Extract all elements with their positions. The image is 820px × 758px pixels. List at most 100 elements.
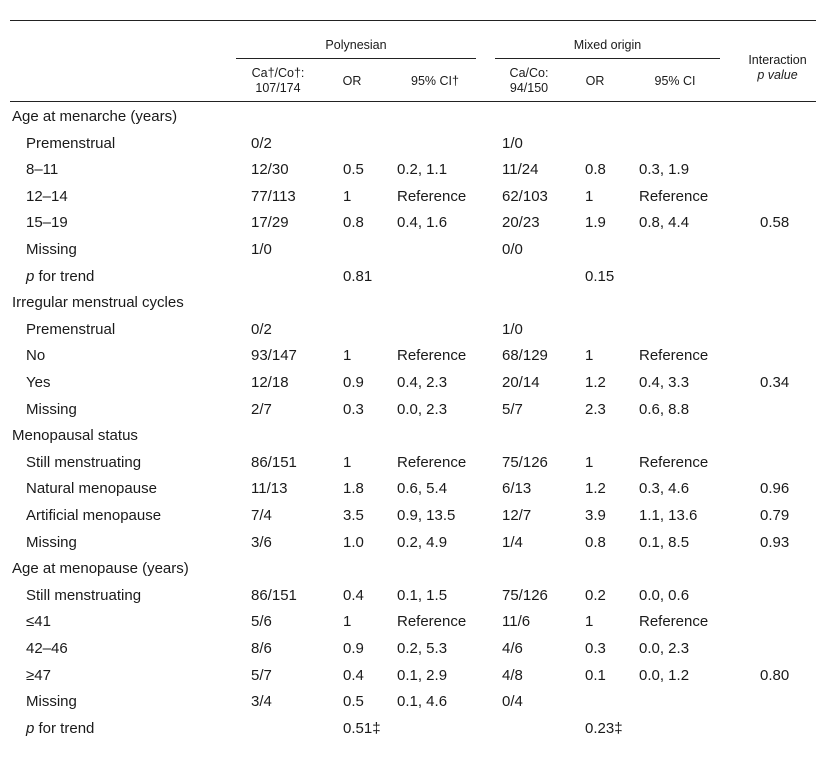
section-header-row: Irregular menstrual cycles bbox=[0, 290, 820, 316]
cell-ci-polynesian: 0.4, 1.6 bbox=[397, 214, 448, 232]
cell-or-mixed: 1.2 bbox=[585, 480, 606, 498]
cell-ci-mixed: Reference bbox=[639, 347, 709, 365]
table-row: Missing 3/6 1.0 0.2, 4.9 1/4 0.8 0.1, 8.5 0.93 bbox=[0, 530, 820, 556]
cell-ci-polynesian: 0.2, 1.1 bbox=[397, 161, 448, 179]
row-label: Menopausal status bbox=[12, 427, 138, 445]
cell-cases-controls-polynesian: 2/7 bbox=[251, 400, 272, 418]
row-label: ≥47 bbox=[26, 666, 51, 684]
table-row: 12–14 77/113 1 Reference 62/103 1 Reference bbox=[0, 184, 820, 210]
cell-ci-polynesian: 0.4, 2.3 bbox=[397, 374, 448, 391]
header-bottom-rule bbox=[10, 101, 816, 102]
table-row: Still menstruating 86/151 0.4 0.1, 1.5 75/12… bbox=[0, 583, 820, 609]
row-label: p for trend bbox=[26, 719, 95, 737]
cell-ci-mixed: 0.1, 8.5 bbox=[639, 533, 690, 551]
header-mixed-or: OR bbox=[585, 74, 605, 88]
cell-or-mixed: 1 bbox=[585, 453, 594, 471]
cell-interaction-p: 0.93 bbox=[760, 533, 790, 551]
header-mixed-ci: 95% CI bbox=[654, 74, 696, 88]
table-row: Missing 2/7 0.3 0.0, 2.3 5/7 2.3 0.6, 8.8 bbox=[0, 397, 820, 423]
table-row: 42–46 8/6 0.9 0.2, 5.3 4/6 0.3 0.0, 2.3 bbox=[0, 636, 820, 662]
cell-or-polynesian: 1 bbox=[343, 347, 352, 365]
cell-or-polynesian: 1 bbox=[343, 453, 352, 471]
cell-or-polynesian: 0.8 bbox=[343, 214, 364, 232]
cell-ci-mixed: 0.0, 1.2 bbox=[639, 666, 690, 684]
header-mixed-cases-line1: Ca/Co: bbox=[509, 66, 549, 80]
cell-ci-mixed: 1.1, 13.6 bbox=[639, 507, 698, 524]
header-mixed-cases-line2: 94/150 bbox=[509, 81, 549, 95]
table-row: Still menstruating 86/151 1 Reference 75/126… bbox=[0, 450, 820, 476]
cell-cases-controls-polynesian: 11/13 bbox=[251, 480, 288, 498]
row-label: ≤41 bbox=[26, 613, 51, 631]
header-mixed-cases: Ca/Co: 94/150 bbox=[494, 66, 564, 96]
cell-cases-controls-polynesian: 0/2 bbox=[251, 320, 272, 338]
cell-cases-controls-polynesian: 1/0 bbox=[251, 241, 272, 258]
cell-or-polynesian: 0.5 bbox=[343, 161, 364, 179]
cell-cases-controls-polynesian: 17/29 bbox=[251, 214, 289, 232]
cell-cases-controls-mixed: 4/6 bbox=[502, 640, 523, 657]
cell-cases-controls-mixed: 1/0 bbox=[502, 134, 523, 152]
cell-or-polynesian: 0.9 bbox=[343, 374, 364, 391]
cell-ci-polynesian: 0.6, 5.4 bbox=[397, 480, 448, 498]
cell-cases-controls-polynesian: 0/2 bbox=[251, 134, 272, 152]
cell-or-mixed: 0.8 bbox=[585, 161, 606, 179]
table-row: Artificial menopause 7/4 3.5 0.9, 13.5 12/7 3… bbox=[0, 503, 820, 529]
interaction-header-line2: p value bbox=[757, 68, 798, 82]
section-header-row: Menopausal status bbox=[0, 423, 820, 449]
cell-cases-controls-polynesian: 86/151 bbox=[251, 586, 297, 604]
cell-ci-polynesian: Reference bbox=[397, 613, 467, 631]
cell-ci-mixed: Reference bbox=[639, 453, 709, 471]
cell-ci-mixed: 0.0, 2.3 bbox=[639, 640, 690, 657]
cell-or-mixed: 0.15 bbox=[585, 267, 615, 285]
cell-ci-polynesian: 0.1, 4.6 bbox=[397, 693, 448, 711]
cell-or-mixed: 1 bbox=[585, 613, 594, 631]
cell-ci-mixed: 0.8, 4.4 bbox=[639, 214, 690, 232]
cell-cases-controls-mixed: 68/129 bbox=[502, 347, 548, 365]
row-label: Age at menarche (years) bbox=[12, 108, 178, 125]
cell-cases-controls-mixed: 0/4 bbox=[502, 693, 523, 711]
cell-cases-controls-mixed: 11/24 bbox=[502, 161, 539, 179]
cell-cases-controls-mixed: 1/4 bbox=[502, 533, 523, 551]
group-header-polynesian: Polynesian bbox=[325, 38, 387, 52]
table-row: p for trend 0.81 0.15 bbox=[0, 264, 820, 290]
cell-or-polynesian: 0.4 bbox=[343, 666, 364, 684]
table-row: 15–19 17/29 0.8 0.4, 1.6 20/23 1.9 0.8, 4.4 0.5… bbox=[0, 210, 820, 236]
cell-cases-controls-mixed: 0/0 bbox=[502, 241, 523, 258]
cell-or-mixed: 3.9 bbox=[585, 507, 606, 524]
table-row: Missing 1/0 0/0 bbox=[0, 237, 820, 263]
row-label: 12–14 bbox=[26, 187, 68, 205]
row-label: Missing bbox=[26, 693, 77, 711]
header-polynesian-cases: Ca†/Co†: 107/174 bbox=[238, 66, 318, 96]
cell-or-mixed: 1 bbox=[585, 187, 594, 205]
cell-cases-controls-polynesian: 93/147 bbox=[251, 347, 297, 365]
cell-or-polynesian: 1.8 bbox=[343, 480, 364, 498]
row-label: Still menstruating bbox=[26, 453, 142, 471]
cell-interaction-p: 0.80 bbox=[760, 666, 790, 684]
cell-ci-mixed: Reference bbox=[639, 187, 709, 205]
cell-or-polynesian: 0.5 bbox=[343, 693, 364, 711]
cell-cases-controls-mixed: 1/0 bbox=[502, 320, 523, 338]
row-label: Missing bbox=[26, 241, 77, 258]
cell-or-mixed: 0.1 bbox=[585, 666, 606, 684]
table-row: Natural menopause 11/13 1.8 0.6, 5.4 6/13 1.2… bbox=[0, 476, 820, 502]
table-row: ≤41 5/6 1 Reference 11/6 1 Reference bbox=[0, 609, 820, 635]
row-label: 8–11 bbox=[26, 161, 59, 179]
cell-ci-polynesian: Reference bbox=[397, 347, 467, 365]
row-label: Premenstrual bbox=[26, 320, 116, 338]
cell-cases-controls-mixed: 75/126 bbox=[502, 453, 548, 471]
cell-or-polynesian: 0.3 bbox=[343, 400, 364, 418]
cell-interaction-p: 0.58 bbox=[760, 214, 790, 232]
cell-ci-mixed: 0.3, 1.9 bbox=[639, 161, 690, 179]
cell-cases-controls-polynesian: 5/6 bbox=[251, 613, 272, 631]
cell-cases-controls-mixed: 5/7 bbox=[502, 400, 523, 418]
cell-or-mixed: 0.3 bbox=[585, 640, 606, 657]
cell-ci-polynesian: Reference bbox=[397, 453, 467, 471]
row-label: Missing bbox=[26, 533, 77, 551]
cell-or-polynesian: 1 bbox=[343, 613, 352, 631]
row-label: Age at menopause (years) bbox=[12, 560, 189, 578]
row-label: Premenstrual bbox=[26, 134, 116, 152]
table-row: Premenstrual 0/2 1/0 bbox=[0, 317, 820, 343]
cell-ci-mixed: 0.3, 4.6 bbox=[639, 480, 690, 498]
row-label: Missing bbox=[26, 400, 77, 418]
interaction-header-line1: Interaction bbox=[748, 53, 807, 67]
cell-or-polynesian: 0.51‡ bbox=[343, 719, 381, 737]
